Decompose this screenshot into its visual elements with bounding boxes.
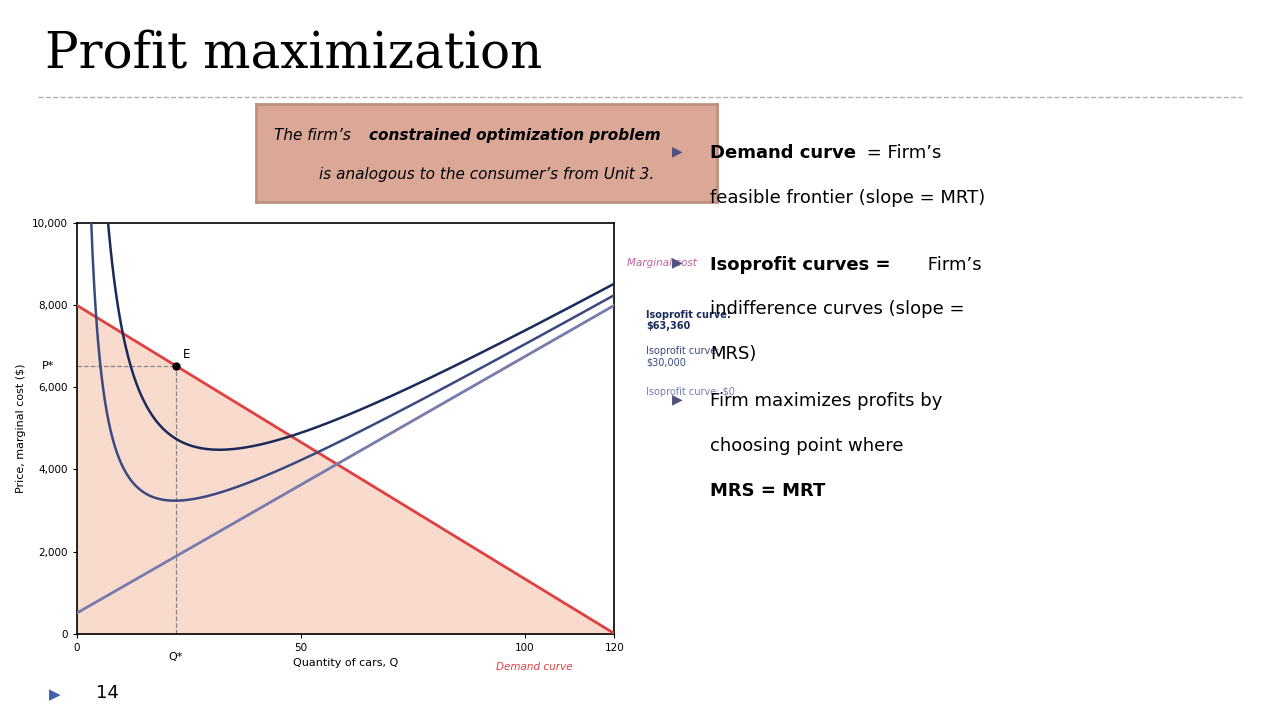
Text: The firm’s: The firm’s bbox=[274, 128, 356, 143]
Text: Demand curve: Demand curve bbox=[495, 662, 572, 672]
Text: Isoprofit curve:
$30,000: Isoprofit curve: $30,000 bbox=[646, 346, 719, 367]
Text: ▶: ▶ bbox=[672, 256, 682, 269]
Y-axis label: Price, marginal cost ($): Price, marginal cost ($) bbox=[17, 364, 26, 493]
Text: choosing point where: choosing point where bbox=[710, 437, 904, 455]
Text: MRS): MRS) bbox=[710, 345, 756, 363]
Text: feasible frontier (slope = MRT): feasible frontier (slope = MRT) bbox=[710, 189, 986, 207]
Text: = Firm’s: = Firm’s bbox=[861, 144, 942, 162]
X-axis label: Quantity of cars, Q: Quantity of cars, Q bbox=[293, 658, 398, 668]
Text: indifference curves (slope =: indifference curves (slope = bbox=[710, 300, 965, 318]
Text: MRS = MRT: MRS = MRT bbox=[710, 482, 826, 500]
Text: Q*: Q* bbox=[169, 652, 183, 662]
Text: P*: P* bbox=[42, 361, 54, 371]
Text: Isoprofit curves =: Isoprofit curves = bbox=[710, 256, 891, 274]
Text: Demand curve: Demand curve bbox=[710, 144, 856, 162]
Text: Profit maximization: Profit maximization bbox=[45, 29, 541, 78]
Text: ▶: ▶ bbox=[672, 392, 682, 406]
Text: Firm maximizes profits by: Firm maximizes profits by bbox=[710, 392, 943, 410]
Text: 14: 14 bbox=[96, 684, 119, 702]
Text: Isoprofit curve:
$63,360: Isoprofit curve: $63,360 bbox=[646, 310, 731, 331]
Text: ▶: ▶ bbox=[672, 144, 682, 158]
Text: Marginal cost: Marginal cost bbox=[627, 258, 698, 268]
Text: E: E bbox=[183, 348, 191, 361]
Text: Firm’s: Firm’s bbox=[922, 256, 982, 274]
Text: is analogous to the consumer’s from Unit 3.: is analogous to the consumer’s from Unit… bbox=[319, 167, 654, 182]
Text: ▶: ▶ bbox=[49, 687, 60, 702]
Text: Isoprofit curve: $0: Isoprofit curve: $0 bbox=[646, 387, 735, 397]
Text: constrained optimization problem: constrained optimization problem bbox=[369, 128, 660, 143]
